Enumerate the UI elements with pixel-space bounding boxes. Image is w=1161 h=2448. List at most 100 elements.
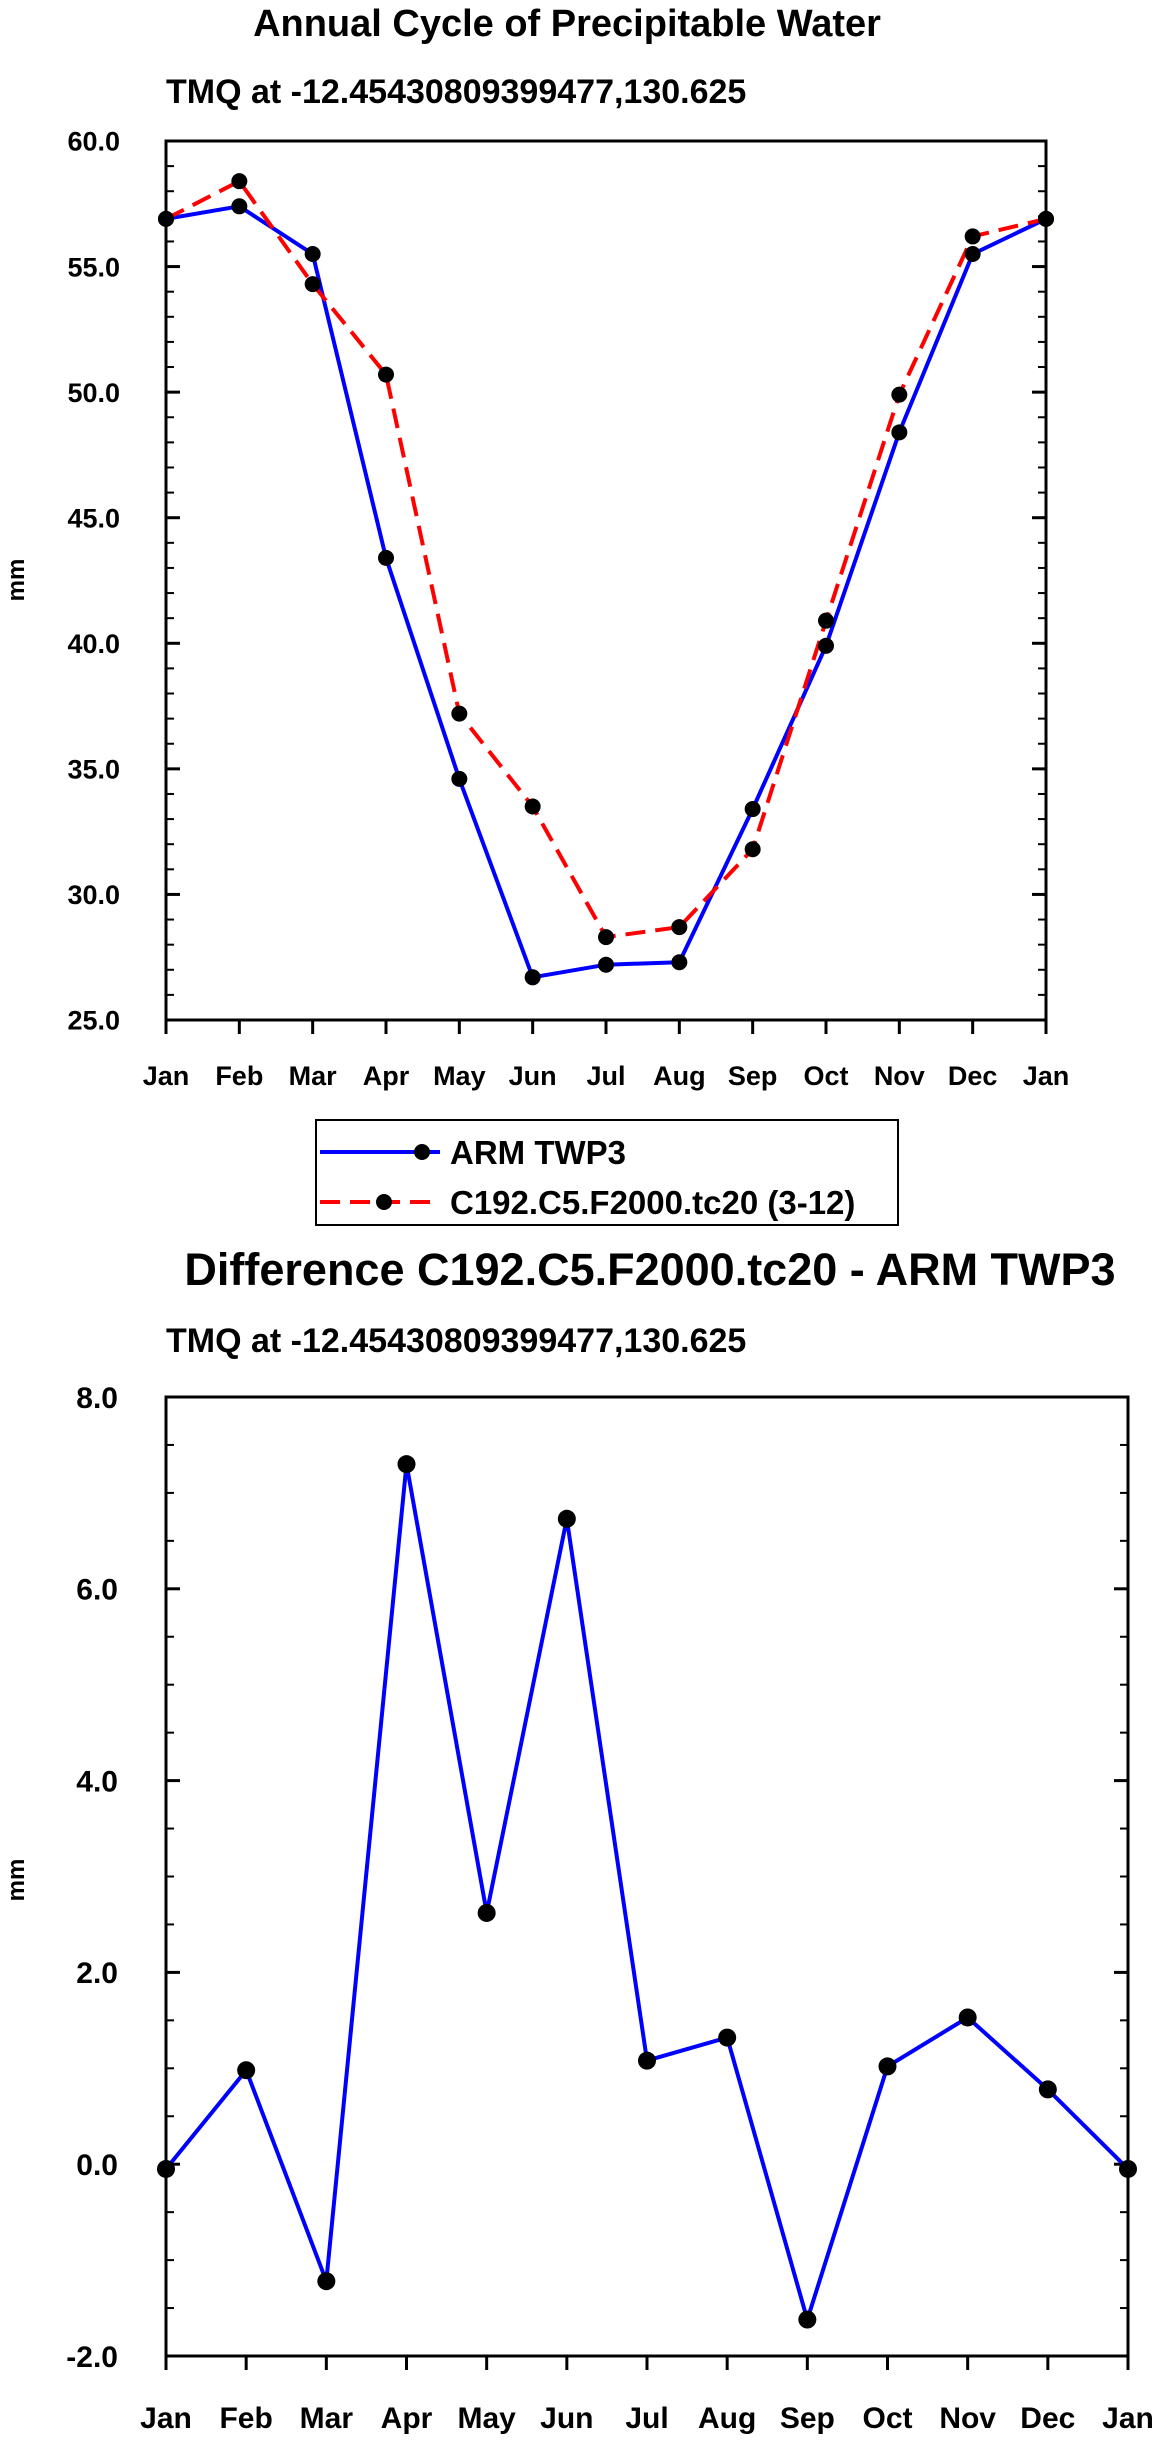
series-0-point [744,801,761,818]
x-tick-label: Jan [1023,1061,1070,1091]
x-tick-label: Dec [1020,2402,1075,2435]
legend-label-arm-twp3: ARM TWP3 [450,1134,626,1171]
x-tick-label: Jul [625,2402,668,2435]
x-tick-label: Jan [140,2402,192,2435]
series-0-point [1038,2080,1057,2099]
series-1-point [891,386,908,403]
chart-1-series-layer [158,173,1054,986]
x-tick-label: Jan [1102,2402,1154,2435]
y-tick-label: 25.0 [67,1006,120,1036]
chart-2-subtitle: TMQ at -12.45430809399477,130.625 [166,1322,746,1360]
chart-1-title: Annual Cycle of Precipitable Water [253,3,881,45]
y-tick-label: 8.0 [76,1382,118,1415]
chart-1-y-axis: 25.0 30.0 35.0 40.0 45.0 50.0 55.0 60.0 [67,127,1046,1036]
chart-1-y-axis-label: mm [3,559,30,602]
x-tick-label: Dec [948,1061,998,1091]
chart-1-legend: ARM TWP3 C192.C5.F2000.tc20 (3-12) [315,1119,899,1226]
chart-1-plot-frame [164,139,1048,1022]
series-0-point [397,1455,416,1474]
x-tick-label: Mar [300,2402,354,2435]
legend-box [315,1119,899,1226]
x-tick-label: Apr [381,2402,433,2435]
series-0-point [891,424,908,441]
x-tick-label: Jul [586,1061,625,1091]
x-tick-label: Nov [874,1061,925,1091]
series-0-point [638,2051,656,2070]
y-tick-label: 60.0 [67,127,120,157]
series-1-point [451,705,468,722]
series-0-point [964,246,981,263]
series-0-point [378,549,394,566]
x-tick-label: May [457,2402,516,2435]
legend-label-c192: C192.C5.F2000.tc20 (3-12) [450,1184,855,1221]
series-1-point [158,210,174,227]
series-1-point [378,366,394,383]
series-1-point [671,919,688,936]
y-tick-label: 55.0 [67,252,120,282]
x-tick-label: Apr [363,1061,410,1091]
difference-panel: Difference C192.C5.F2000.tc20 - ARM TWP3… [3,1244,1154,2435]
x-tick-label: Mar [289,1061,338,1091]
x-tick-label: Nov [939,2402,996,2435]
x-tick-label: Feb [215,1061,263,1091]
chart-2-y-axis-label: mm [3,1859,30,1902]
series-0-point [524,969,541,986]
series-0-point [718,2028,737,2047]
x-tick-label: Jan [143,1061,190,1091]
series-0-point [451,770,468,787]
series-0-point [798,2310,817,2329]
x-tick-label: May [433,1061,486,1091]
series-1-point [1038,210,1054,227]
x-tick-label: Jun [509,1061,557,1091]
series-0-point [598,956,614,973]
y-tick-label: 50.0 [67,378,120,408]
chart-2-y-axis: -2.0 0.0 2.0 4.0 6.0 8.0 [66,1382,1128,2374]
chart-2-series-layer [157,1455,1137,2329]
chart-1-subtitle: TMQ at -12.45430809399477,130.625 [166,73,746,111]
x-tick-label: Aug [698,2402,756,2435]
series-1-point [964,228,981,245]
series-1-point [598,929,614,946]
y-tick-label: 0.0 [76,2149,118,2182]
legend-entry-arm-twp3: ARM TWP3 [320,1134,626,1171]
series-1-point [818,612,834,629]
series-0-point [157,2159,175,2178]
series-0-point [1119,2159,1137,2178]
x-tick-label: Jun [540,2402,593,2435]
series-0-point [671,954,688,971]
series-1-point [231,173,248,190]
series-0-point [304,246,321,263]
series-0-point [818,637,834,654]
chart-2-x-axis: Jan Feb Mar Apr May Jun Jul Aug Sep Oct Nov Dec Jan [140,2356,1154,2435]
y-tick-label: 35.0 [67,755,120,785]
annual-cycle-panel: Annual Cycle of Precipitable Water TMQ a… [3,3,1070,1226]
series-line-0 [165,204,1047,980]
series-line-0 [164,1462,1130,2322]
legend-entry-c192: C192.C5.F2000.tc20 (3-12) [320,1184,855,1221]
series-line-1 [165,179,1047,940]
x-tick-label: Oct [862,2402,912,2435]
y-tick-label: -2.0 [66,2341,118,2374]
x-tick-label: Sep [728,1061,778,1091]
chart-1-x-axis: Jan Feb Mar Apr May Jun Jul Aug Sep Oct Nov Dec Jan [143,1020,1070,1091]
y-tick-label: 45.0 [67,503,120,533]
chart-2-title: Difference C192.C5.F2000.tc20 - ARM TWP3 [184,1244,1115,1295]
series-0-point [557,1509,576,1528]
y-tick-label: 40.0 [67,629,120,659]
series-0-point [231,198,248,215]
series-1-point [744,841,761,858]
x-tick-label: Feb [219,2402,272,2435]
series-1-point [304,276,321,293]
y-tick-label: 30.0 [67,880,120,910]
x-tick-label: Aug [653,1061,705,1091]
y-tick-label: 6.0 [76,1574,118,1607]
y-tick-label: 4.0 [76,1765,118,1798]
chart-2-plot-frame [164,1395,1130,2358]
series-0-point [878,2057,897,2076]
series-1-point [524,798,541,815]
series-0-point [958,2008,977,2027]
series-0-point [317,2272,336,2291]
series-0-point [237,2061,256,2080]
